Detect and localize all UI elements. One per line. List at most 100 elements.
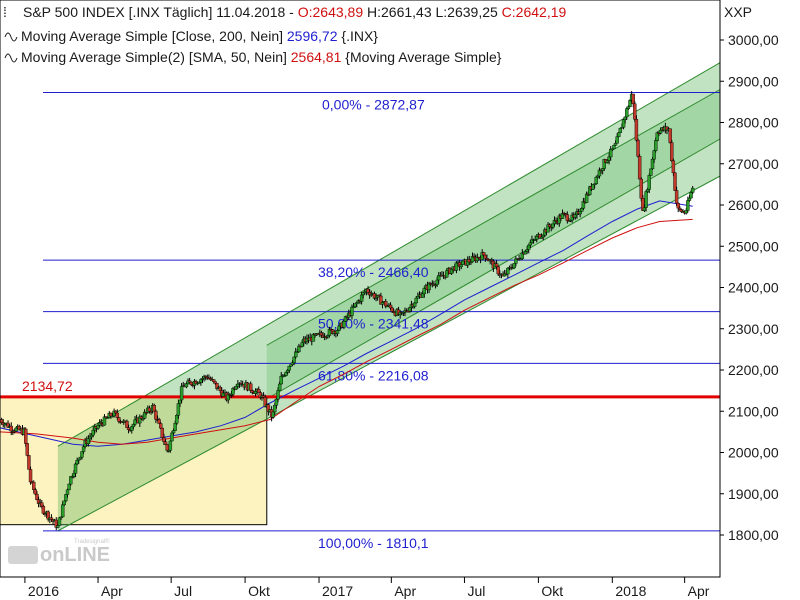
price-bar-body (165, 444, 169, 451)
price-bar-body (88, 436, 92, 439)
price-bar-body (551, 223, 555, 228)
price-bar-body (56, 525, 60, 528)
watermark-badge (8, 546, 38, 564)
y-tick-label: 2600,00 (728, 197, 779, 213)
price-bar-body (64, 494, 68, 502)
price-bar-body (234, 386, 238, 390)
price-bar-body (584, 193, 589, 203)
price-bar-body (636, 139, 640, 157)
x-tick-label: Okt (248, 583, 270, 599)
price-bar-body (628, 100, 632, 107)
price-bar-body (449, 268, 454, 274)
price-bar-body (277, 383, 282, 391)
price-bar-body (62, 500, 66, 506)
price-bar-body (528, 242, 533, 246)
price-bar-body (57, 517, 62, 526)
ma50-suffix: {Moving Average Simple} (345, 49, 501, 65)
price-bar-body (613, 142, 618, 146)
price-bar-body (637, 156, 642, 180)
price-bar-body (408, 307, 412, 312)
x-tick-label: Okt (541, 583, 563, 599)
watermark-logo: onLINE Tradesignal® (8, 538, 110, 566)
price-bar-body (600, 168, 605, 171)
y-tick-label: 2400,00 (728, 280, 779, 296)
price-bar-body (86, 438, 91, 444)
price-bar-body (290, 362, 295, 365)
price-bar-body (179, 386, 184, 401)
price-bar-body (658, 129, 663, 134)
price-bar-body (279, 375, 283, 385)
x-tick-label: 2018 (615, 583, 646, 599)
price-bar-body (14, 427, 18, 432)
ma200-label: Moving Average Simple [Close, 200, Nein] (21, 28, 283, 44)
y-tick-label: 3000,00 (728, 32, 779, 48)
price-bar-body (168, 440, 173, 451)
price-bar-body (28, 469, 33, 483)
price-bar-body (580, 208, 584, 212)
y-tick-label: 2800,00 (728, 115, 779, 131)
header-menu-icon[interactable]: ⁞ (3, 4, 7, 20)
price-bar-body (60, 504, 65, 518)
trend-channel-inner-fill (266, 89, 720, 399)
price-bar-body (654, 140, 658, 151)
price-bar-body (125, 420, 129, 428)
price-bar-body (671, 160, 676, 174)
trend-channel-layer (57, 62, 721, 532)
symbol-label: XXP (724, 4, 752, 20)
price-bar-body (412, 302, 417, 307)
y-tick-label: 2300,00 (728, 321, 779, 337)
price-bar-body (41, 505, 46, 514)
header-open-value: O:2643,89 (298, 4, 364, 20)
price-bar-body (96, 425, 100, 429)
price-bar-body (276, 390, 280, 400)
price-bar-body (649, 168, 653, 176)
price-bar-body (623, 116, 627, 120)
price-bar-body (686, 200, 690, 211)
price-bar-body (390, 307, 394, 312)
header-high-low-value: H:2661,43 L:2639,25 (363, 4, 502, 20)
price-bar-body (459, 264, 463, 267)
price-bar-body (482, 252, 486, 256)
y-tick-label: 2000,00 (728, 445, 779, 461)
price-bar-body (618, 127, 623, 133)
x-tick-label: Apr (101, 583, 123, 599)
price-bar-body (78, 456, 83, 460)
price-bar-body (285, 369, 290, 373)
price-bar-body (33, 489, 38, 495)
price-bar-body (114, 410, 118, 414)
price-bar-body (547, 224, 552, 227)
price-bar-body (257, 389, 261, 393)
price-bar-body (674, 190, 679, 204)
price-bar-body (178, 399, 182, 404)
price-bar-body (73, 463, 78, 474)
support-line-label: 2134,72 (22, 378, 73, 394)
price-bar-body (366, 288, 370, 293)
price-bar-body (650, 158, 655, 170)
price-bar-body (461, 260, 465, 265)
watermark-brand: onLINE (40, 544, 110, 566)
ma200-value: 2596,72 (287, 28, 338, 44)
price-bar-body (0, 419, 4, 423)
price-bar-body (102, 416, 107, 426)
price-bar-body (152, 405, 156, 412)
price-bar-body (117, 417, 121, 422)
price-bar-body (594, 176, 598, 185)
price-bar-body (75, 460, 79, 465)
price-bar-body (292, 356, 296, 363)
price-bar-body (612, 145, 616, 149)
price-bar-body (162, 437, 166, 442)
price-bar-body (676, 202, 680, 209)
price-bar-body (668, 128, 672, 143)
price-bar-body (32, 481, 36, 490)
price-bar-body (160, 427, 165, 438)
price-bar-body (184, 383, 189, 388)
ma200-legend-icon (4, 32, 18, 42)
ma200-suffix: {.INX} (341, 28, 378, 44)
chart-header: ⁞ S&P 500 INDEX [.INX Täglich] 11.04.201… (3, 4, 752, 65)
price-bar-body (670, 142, 674, 162)
price-bar-body (89, 434, 94, 438)
price-bar-body (673, 172, 677, 191)
price-bar-body (634, 119, 639, 141)
price-bar-body (527, 244, 531, 250)
fib-level-label: 100,00% - 1810,1 (318, 535, 429, 551)
